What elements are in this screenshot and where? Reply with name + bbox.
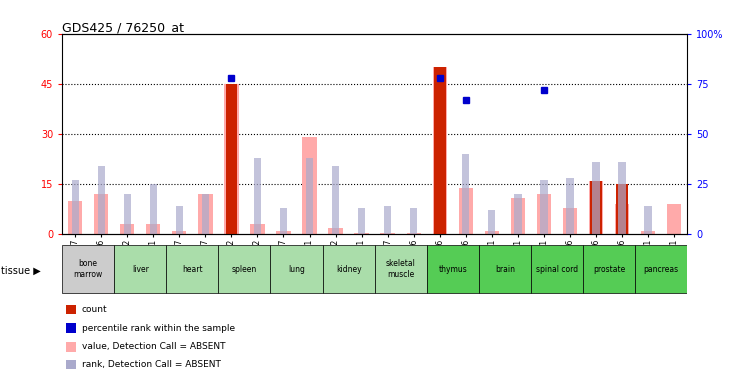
Bar [276, 231, 291, 234]
Text: rank, Detection Call = ABSENT: rank, Detection Call = ABSENT [82, 360, 221, 369]
Bar [124, 194, 131, 234]
Text: GDS425 / 76250_at: GDS425 / 76250_at [62, 21, 184, 34]
Text: pancreas: pancreas [643, 265, 678, 274]
Bar [374, 245, 427, 293]
Bar [280, 208, 287, 234]
Bar [355, 233, 368, 234]
Bar [219, 245, 270, 293]
Bar [615, 204, 629, 234]
Bar [485, 231, 499, 234]
Bar [62, 245, 114, 293]
Bar [150, 184, 157, 234]
Bar [270, 245, 322, 293]
Text: spinal cord: spinal cord [536, 265, 578, 274]
Text: bone
marrow: bone marrow [74, 260, 103, 279]
Text: lung: lung [288, 265, 305, 274]
Bar [618, 162, 626, 234]
Bar [250, 224, 265, 234]
Bar [72, 180, 79, 234]
Bar [488, 210, 496, 234]
Text: count: count [82, 305, 107, 314]
Bar [462, 154, 469, 234]
Text: skeletal
muscle: skeletal muscle [386, 260, 416, 279]
Bar [332, 166, 339, 234]
Text: kidney: kidney [336, 265, 361, 274]
Bar [94, 194, 108, 234]
Bar [433, 67, 447, 234]
Bar [68, 201, 83, 234]
Text: value, Detection Call = ABSENT: value, Detection Call = ABSENT [82, 342, 225, 351]
Bar [328, 228, 343, 234]
Bar [226, 84, 238, 234]
Bar [173, 231, 186, 234]
Bar [358, 208, 366, 234]
Bar [583, 245, 635, 293]
Bar [381, 233, 395, 234]
Bar [114, 245, 167, 293]
Text: spleen: spleen [232, 265, 257, 274]
Bar [97, 166, 105, 234]
Bar [120, 224, 135, 234]
Text: brain: brain [495, 265, 515, 274]
Bar [514, 194, 521, 234]
Bar [146, 224, 160, 234]
Text: liver: liver [132, 265, 148, 274]
Bar [616, 184, 628, 234]
Bar [434, 67, 446, 234]
Bar [167, 245, 219, 293]
Text: heart: heart [182, 265, 202, 274]
Text: tissue ▶: tissue ▶ [1, 266, 41, 276]
Bar [667, 204, 681, 234]
Bar [563, 208, 577, 234]
Text: prostate: prostate [593, 265, 625, 274]
Text: thymus: thymus [439, 265, 467, 274]
Bar [254, 158, 261, 234]
Text: percentile rank within the sample: percentile rank within the sample [82, 324, 235, 333]
Bar [427, 245, 479, 293]
Bar [306, 158, 313, 234]
Bar [322, 245, 374, 293]
Bar [641, 231, 655, 234]
Bar [198, 194, 213, 234]
Bar [406, 233, 421, 234]
Bar [589, 181, 603, 234]
Bar [511, 198, 525, 234]
Bar [635, 245, 687, 293]
Bar [537, 194, 551, 234]
Bar [531, 245, 583, 293]
Bar [410, 208, 417, 234]
Bar [202, 194, 209, 234]
Bar [175, 206, 183, 234]
Bar [224, 84, 238, 234]
Bar [303, 137, 317, 234]
Bar [592, 162, 599, 234]
Bar [479, 245, 531, 293]
Bar [458, 188, 473, 234]
Bar [384, 206, 391, 234]
Bar [540, 180, 548, 234]
Bar [590, 181, 602, 234]
Bar [645, 206, 652, 234]
Bar [567, 178, 574, 234]
